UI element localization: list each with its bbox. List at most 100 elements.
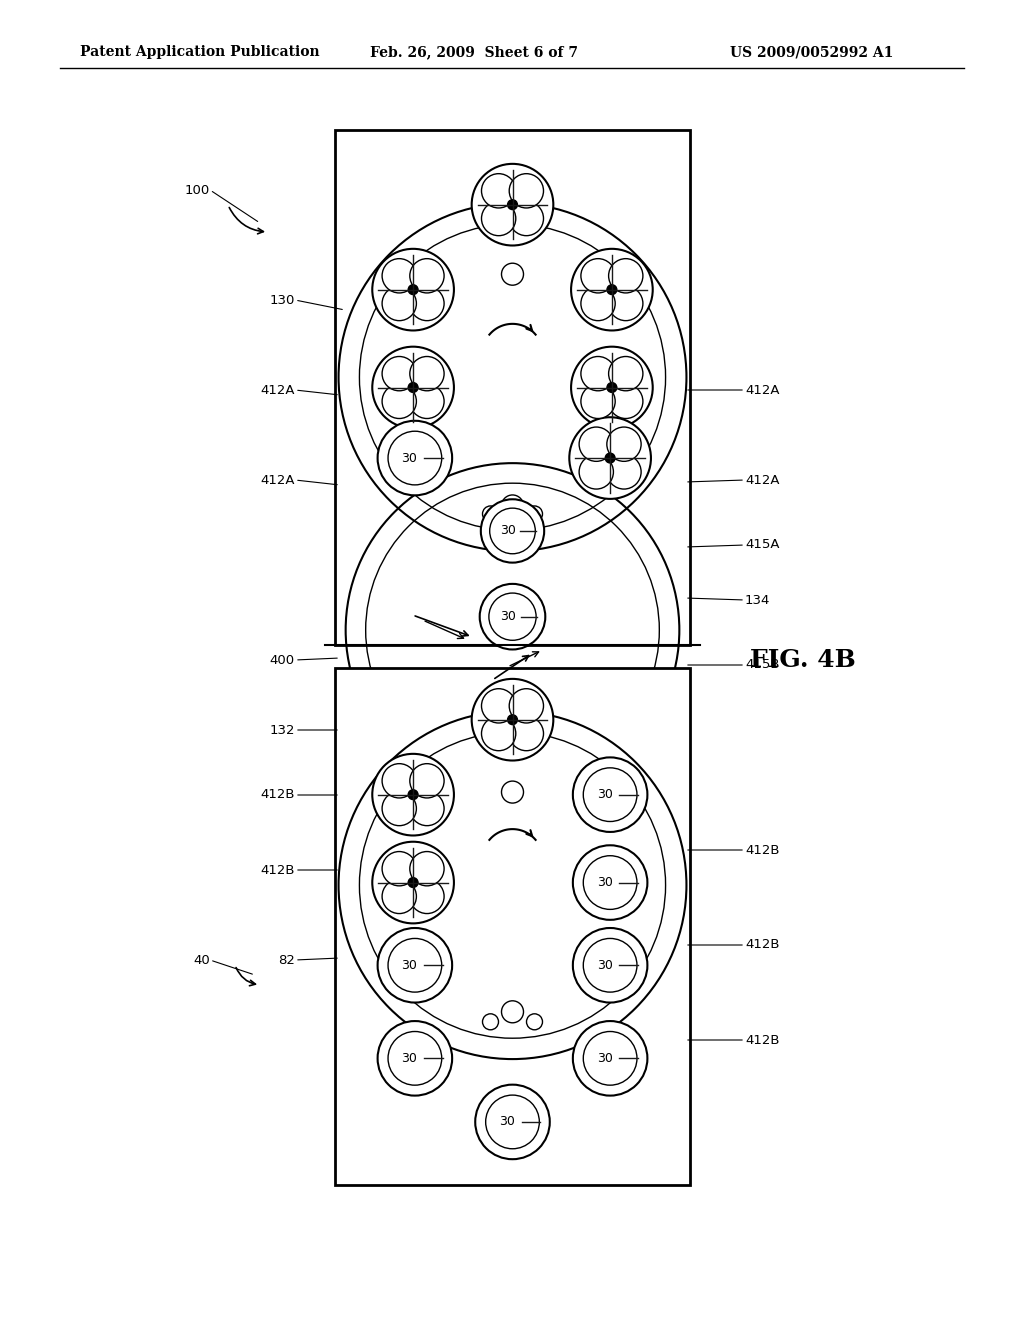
Circle shape bbox=[378, 421, 453, 495]
Circle shape bbox=[607, 428, 641, 462]
Bar bbox=[335, 668, 690, 1185]
Circle shape bbox=[607, 285, 616, 294]
Circle shape bbox=[502, 1001, 523, 1023]
Circle shape bbox=[482, 1014, 499, 1030]
Text: 30: 30 bbox=[597, 958, 612, 972]
Text: 415B: 415B bbox=[745, 659, 779, 672]
Circle shape bbox=[373, 347, 454, 428]
Circle shape bbox=[382, 356, 417, 391]
Circle shape bbox=[410, 764, 444, 799]
Text: 412B: 412B bbox=[745, 939, 779, 952]
Circle shape bbox=[339, 203, 686, 552]
Text: FIG. 4B: FIG. 4B bbox=[750, 648, 856, 672]
Circle shape bbox=[497, 189, 528, 220]
Circle shape bbox=[571, 347, 652, 428]
Circle shape bbox=[605, 453, 615, 463]
Text: 30: 30 bbox=[500, 524, 516, 537]
Circle shape bbox=[479, 583, 546, 649]
Circle shape bbox=[378, 1022, 453, 1096]
Circle shape bbox=[482, 506, 499, 521]
Circle shape bbox=[410, 259, 444, 293]
Text: 30: 30 bbox=[597, 788, 612, 801]
Circle shape bbox=[382, 286, 417, 321]
Circle shape bbox=[509, 174, 544, 209]
Circle shape bbox=[359, 224, 666, 531]
Circle shape bbox=[475, 1085, 550, 1159]
Circle shape bbox=[382, 879, 417, 913]
Circle shape bbox=[608, 356, 643, 391]
Circle shape bbox=[409, 383, 418, 392]
Circle shape bbox=[584, 855, 637, 909]
Text: Patent Application Publication: Patent Application Publication bbox=[80, 45, 319, 59]
Circle shape bbox=[502, 781, 523, 803]
Text: 30: 30 bbox=[401, 451, 417, 465]
Circle shape bbox=[397, 275, 429, 305]
Circle shape bbox=[410, 384, 444, 418]
Text: 30: 30 bbox=[401, 958, 417, 972]
Text: 82: 82 bbox=[279, 953, 295, 966]
Circle shape bbox=[410, 851, 444, 886]
Circle shape bbox=[488, 593, 537, 640]
Text: 412A: 412A bbox=[260, 474, 295, 487]
Circle shape bbox=[382, 764, 417, 799]
Circle shape bbox=[409, 878, 418, 887]
Circle shape bbox=[410, 879, 444, 913]
Text: 412A: 412A bbox=[260, 384, 295, 396]
Circle shape bbox=[584, 939, 637, 993]
Circle shape bbox=[569, 417, 651, 499]
Circle shape bbox=[382, 384, 417, 418]
Text: Feb. 26, 2009  Sheet 6 of 7: Feb. 26, 2009 Sheet 6 of 7 bbox=[370, 45, 578, 59]
Circle shape bbox=[508, 199, 517, 210]
Circle shape bbox=[472, 678, 553, 760]
Circle shape bbox=[596, 372, 628, 403]
Circle shape bbox=[388, 432, 441, 484]
Circle shape bbox=[373, 249, 454, 330]
Circle shape bbox=[581, 356, 615, 391]
Text: 412A: 412A bbox=[745, 384, 779, 396]
Circle shape bbox=[607, 383, 616, 392]
Circle shape bbox=[410, 286, 444, 321]
Circle shape bbox=[596, 275, 628, 305]
Text: 134: 134 bbox=[745, 594, 770, 606]
Text: 100: 100 bbox=[184, 183, 210, 197]
Circle shape bbox=[595, 442, 626, 474]
Circle shape bbox=[509, 689, 544, 723]
Circle shape bbox=[410, 356, 444, 391]
Circle shape bbox=[509, 717, 544, 751]
Circle shape bbox=[608, 259, 643, 293]
Text: 412B: 412B bbox=[260, 863, 295, 876]
Circle shape bbox=[572, 1022, 647, 1096]
Circle shape bbox=[397, 779, 429, 810]
Text: 30: 30 bbox=[499, 1115, 515, 1129]
Circle shape bbox=[581, 286, 615, 321]
Circle shape bbox=[571, 249, 652, 330]
Circle shape bbox=[509, 202, 544, 236]
Circle shape bbox=[373, 842, 454, 924]
Text: 30: 30 bbox=[597, 1052, 612, 1065]
Text: 412B: 412B bbox=[260, 788, 295, 801]
Circle shape bbox=[472, 164, 553, 246]
Circle shape bbox=[388, 1031, 441, 1085]
Text: 40: 40 bbox=[194, 953, 210, 966]
Circle shape bbox=[410, 792, 444, 826]
Circle shape bbox=[608, 286, 643, 321]
Bar bbox=[335, 129, 690, 645]
Circle shape bbox=[382, 851, 417, 886]
Circle shape bbox=[572, 845, 647, 920]
Circle shape bbox=[502, 495, 523, 517]
Circle shape bbox=[373, 754, 454, 836]
Text: 30: 30 bbox=[597, 876, 612, 890]
Circle shape bbox=[397, 867, 429, 898]
Circle shape bbox=[378, 928, 453, 1003]
Text: 130: 130 bbox=[269, 293, 295, 306]
Circle shape bbox=[608, 384, 643, 418]
Circle shape bbox=[481, 202, 516, 236]
Text: 30: 30 bbox=[401, 1052, 417, 1065]
Text: 30: 30 bbox=[500, 610, 515, 623]
Circle shape bbox=[580, 455, 613, 488]
Circle shape bbox=[382, 792, 417, 826]
Text: 412B: 412B bbox=[745, 843, 779, 857]
Text: 415A: 415A bbox=[745, 539, 779, 552]
Circle shape bbox=[580, 428, 613, 462]
Circle shape bbox=[397, 372, 429, 403]
